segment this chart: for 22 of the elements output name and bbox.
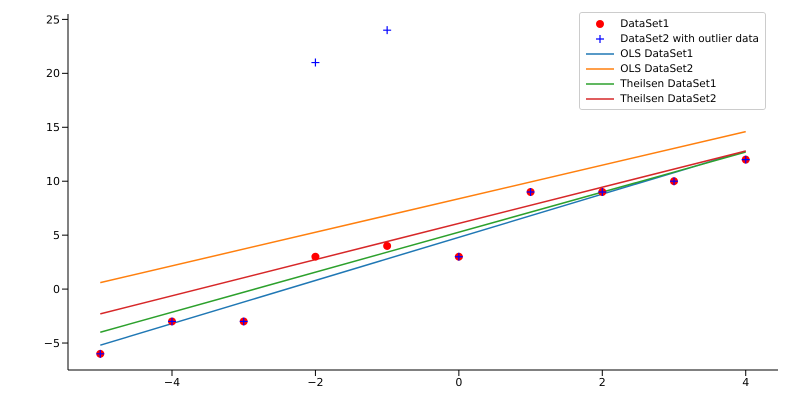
- x-tick-label: 2: [598, 376, 606, 389]
- point: [382, 26, 392, 35]
- x-tick-label: 0: [455, 376, 462, 389]
- legend-label: DataSet2 with outlier data: [620, 32, 759, 44]
- legend-label: OLS DataSet2: [620, 62, 694, 74]
- y-tick-label: 20: [46, 67, 60, 80]
- legend-label: Theilsen DataSet2: [620, 92, 717, 104]
- y-tick-label: 5: [53, 229, 60, 242]
- point: [310, 58, 320, 68]
- legend-label: DataSet1: [620, 18, 670, 30]
- y-tick-label: 25: [46, 13, 60, 26]
- point: [311, 252, 320, 261]
- x-tick-label: 4: [742, 376, 750, 389]
- y-tick-label: 15: [46, 121, 60, 134]
- y-tick-label: 10: [46, 175, 60, 188]
- x-tick-label: −2: [307, 376, 324, 389]
- legend-label: Theilsen DataSet1: [620, 78, 717, 90]
- legend-label: OLS DataSet1: [620, 48, 694, 60]
- x-tick-label: −4: [164, 376, 180, 389]
- y-tick-label: −5: [44, 336, 60, 350]
- point: [383, 242, 392, 250]
- y-tick-label: 0: [53, 282, 60, 296]
